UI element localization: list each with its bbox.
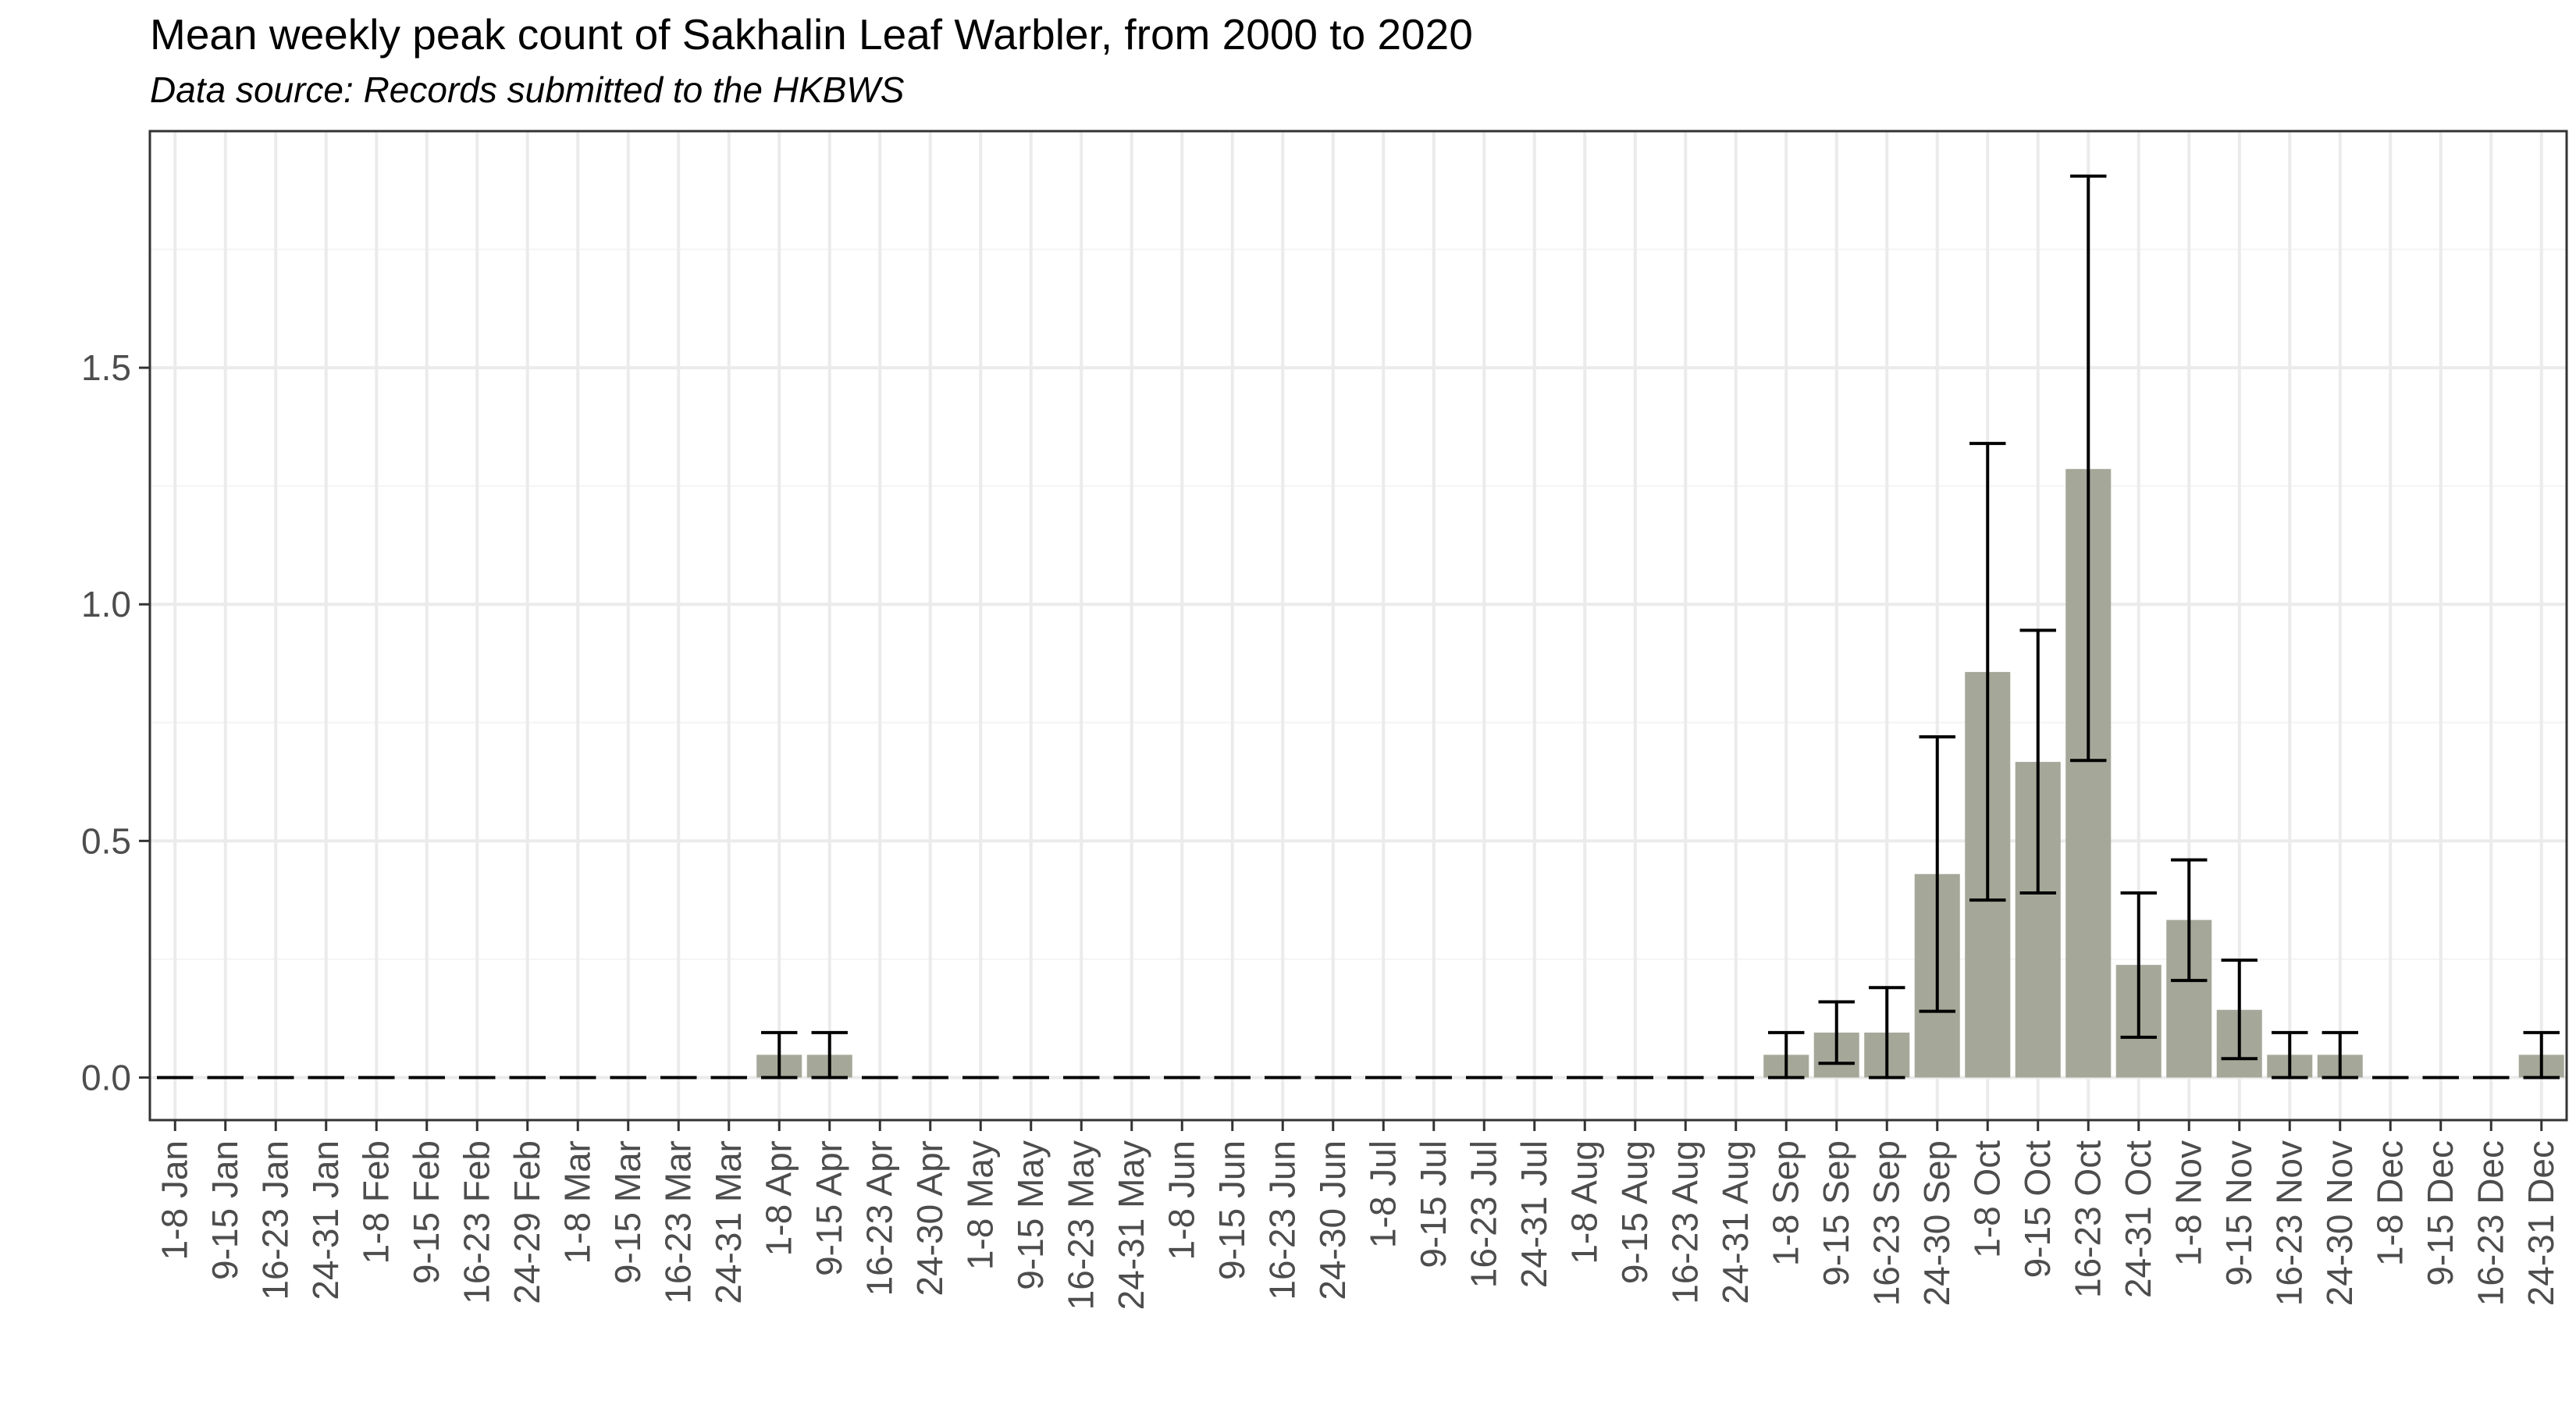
error-bar xyxy=(2272,1030,2308,1080)
x-tick-label: 9-15 Aug xyxy=(1614,1140,1655,1284)
x-tick-label: 16-23 May xyxy=(1060,1140,1101,1310)
x-tick-label: 16-23 Jun xyxy=(1261,1140,1302,1300)
y-tick-label: 0.5 xyxy=(81,820,131,861)
x-tick-label: 16-23 Dec xyxy=(2470,1140,2510,1306)
error-bar xyxy=(2120,891,2157,1039)
x-tick-label: 24-31 Oct xyxy=(2118,1140,2158,1298)
x-tick-label: 1-8 Aug xyxy=(1564,1140,1604,1264)
x-tick-label: 16-23 Sep xyxy=(1866,1140,1906,1306)
x-tick-label: 1-8 Jan xyxy=(154,1140,194,1260)
x-tick-label: 16-23 Nov xyxy=(2268,1140,2309,1306)
x-tick-label: 24-30 Nov xyxy=(2319,1140,2360,1306)
x-tick-label: 9-15 Jul xyxy=(1413,1140,1453,1268)
x-tick-label: 24-31 Dec xyxy=(2521,1140,2561,1306)
x-tick-label: 9-15 Mar xyxy=(607,1140,648,1284)
error-bar xyxy=(2221,959,2258,1061)
error-bar xyxy=(2019,628,2056,895)
x-tick-label: 9-15 Feb xyxy=(406,1140,447,1284)
x-tick-label: 24-29 Feb xyxy=(507,1140,547,1304)
x-tick-label: 1-8 Oct xyxy=(1966,1140,2007,1258)
x-tick-label: 1-8 Feb xyxy=(355,1140,396,1264)
x-tick-label: 1-8 May xyxy=(959,1140,1000,1270)
x-tick-label: 16-23 Jul xyxy=(1463,1140,1503,1288)
x-tick-label: 16-23 Jan xyxy=(254,1140,295,1300)
axes: 0.00.51.01.51-8 Jan 9-15 Jan 16-23 Jan 24-3… xyxy=(81,130,2568,1310)
error-bars xyxy=(157,174,2560,1080)
x-tick-label: 1-8 Mar xyxy=(557,1140,597,1264)
error-bar xyxy=(1768,1030,1805,1080)
error-bar xyxy=(761,1030,798,1080)
x-tick-label: 16-23 Mar xyxy=(657,1140,698,1304)
x-tick-label: 24-31 Mar xyxy=(708,1140,749,1304)
x-tick-label: 1-8 Apr xyxy=(758,1140,799,1256)
x-tick-label: 24-30 Jun xyxy=(1312,1140,1353,1300)
error-bar xyxy=(1869,986,1905,1080)
error-bar xyxy=(811,1030,848,1080)
x-tick-label: 9-15 Sep xyxy=(1816,1140,1856,1286)
x-tick-label: 24-30 Apr xyxy=(909,1140,950,1296)
x-tick-label: 1-8 Nov xyxy=(2168,1140,2208,1266)
x-tick-label: 9-15 Nov xyxy=(2218,1140,2259,1286)
error-bar xyxy=(2322,1030,2358,1080)
y-tick-label: 1.5 xyxy=(81,347,131,388)
y-tick-label: 0.0 xyxy=(81,1057,131,1097)
error-bar xyxy=(2523,1030,2560,1080)
error-bar xyxy=(1969,442,2006,902)
error-bar xyxy=(2070,174,2107,763)
x-tick-label: 24-31 Aug xyxy=(1715,1140,1756,1304)
x-tick-label: 1-8 Jun xyxy=(1161,1140,1201,1260)
x-tick-label: 9-15 May xyxy=(1010,1140,1051,1290)
x-tick-label: 1-8 Jul xyxy=(1362,1140,1403,1248)
x-tick-label: 9-15 Dec xyxy=(2420,1140,2460,1286)
x-tick-label: 1-8 Sep xyxy=(1765,1140,1806,1266)
error-bar xyxy=(2171,858,2208,983)
x-tick-label: 24-31 Jan xyxy=(305,1140,346,1300)
plot-border xyxy=(148,130,2568,1122)
x-tick-label: 9-15 Apr xyxy=(809,1140,849,1276)
grid-lines xyxy=(150,131,2567,1120)
chart-title: Mean weekly peak count of Sakhalin Leaf … xyxy=(150,10,1473,59)
x-tick-label: 24-30 Sep xyxy=(1916,1140,1957,1306)
x-tick-label: 9-15 Jun xyxy=(1212,1140,1252,1280)
chart-subtitle: Data source: Records submitted to the HK… xyxy=(150,69,905,110)
x-tick-label: 16-23 Apr xyxy=(859,1140,899,1296)
x-tick-label: 24-31 Jul xyxy=(1514,1140,1554,1288)
error-bar xyxy=(1919,735,1955,1013)
error-bar xyxy=(1818,1000,1855,1065)
x-tick-label: 16-23 Oct xyxy=(2067,1140,2108,1298)
x-tick-label: 16-23 Aug xyxy=(1664,1140,1705,1304)
x-tick-label: 9-15 Oct xyxy=(2017,1140,2058,1279)
plot-panel xyxy=(150,131,2567,1120)
x-tick-label: 9-15 Jan xyxy=(205,1140,245,1280)
x-tick-label: 16-23 Feb xyxy=(456,1140,496,1304)
x-tick-label: 24-31 May xyxy=(1111,1140,1151,1310)
x-tick-label: 1-8 Dec xyxy=(2369,1140,2410,1266)
y-tick-label: 1.0 xyxy=(81,584,131,624)
